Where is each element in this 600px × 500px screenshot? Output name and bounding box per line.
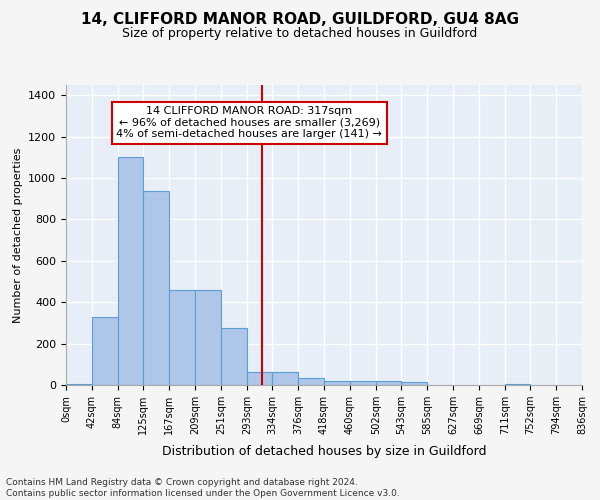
Bar <box>272 372 298 385</box>
Bar <box>247 372 272 385</box>
Text: 14 CLIFFORD MANOR ROAD: 317sqm
← 96% of detached houses are smaller (3,269)
4% o: 14 CLIFFORD MANOR ROAD: 317sqm ← 96% of … <box>116 106 382 139</box>
Bar <box>350 381 376 385</box>
Bar <box>66 384 92 385</box>
Text: Contains HM Land Registry data © Crown copyright and database right 2024.
Contai: Contains HM Land Registry data © Crown c… <box>6 478 400 498</box>
Text: 14, CLIFFORD MANOR ROAD, GUILDFORD, GU4 8AG: 14, CLIFFORD MANOR ROAD, GUILDFORD, GU4 … <box>81 12 519 28</box>
Y-axis label: Number of detached properties: Number of detached properties <box>13 148 23 322</box>
Bar <box>118 158 143 385</box>
Text: Size of property relative to detached houses in Guildford: Size of property relative to detached ho… <box>122 28 478 40</box>
Bar <box>505 384 530 385</box>
Bar <box>92 316 118 385</box>
Bar <box>298 378 324 385</box>
Bar <box>143 190 169 385</box>
Bar <box>401 382 427 385</box>
Bar <box>324 381 350 385</box>
Bar <box>376 381 401 385</box>
Bar <box>195 290 221 385</box>
Bar <box>221 328 247 385</box>
X-axis label: Distribution of detached houses by size in Guildford: Distribution of detached houses by size … <box>162 446 486 458</box>
Bar <box>169 290 195 385</box>
